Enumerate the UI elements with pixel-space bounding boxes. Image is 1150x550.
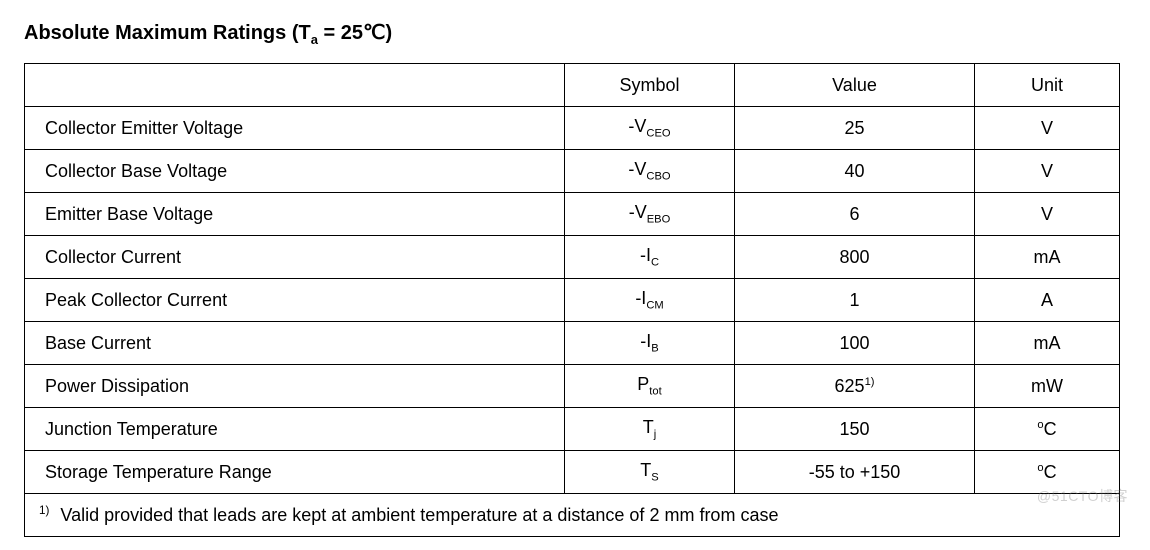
- cell-unit: oC: [975, 408, 1120, 451]
- symbol-subscript: tot: [649, 386, 661, 398]
- symbol-subscript: j: [654, 429, 656, 441]
- symbol-prefix: -V: [629, 202, 647, 222]
- cell-parameter: Base Current: [25, 322, 565, 365]
- table-row: Peak Collector Current-ICM1A: [25, 279, 1120, 322]
- table-row: Collector Emitter Voltage-VCEO25V: [25, 107, 1120, 150]
- footnote-text: Valid provided that leads are kept at am…: [60, 505, 778, 525]
- value-text: 6: [849, 204, 859, 224]
- cell-value: 6251): [735, 365, 975, 408]
- value-text: 150: [839, 419, 869, 439]
- unit-text: V: [1041, 204, 1053, 224]
- cell-value: 800: [735, 236, 975, 279]
- cell-symbol: -VCBO: [565, 150, 735, 193]
- cell-parameter: Peak Collector Current: [25, 279, 565, 322]
- cell-value: 150: [735, 408, 975, 451]
- value-text: 100: [839, 333, 869, 353]
- table-row: Junction TemperatureTj150oC: [25, 408, 1120, 451]
- cell-parameter: Collector Emitter Voltage: [25, 107, 565, 150]
- cell-unit: V: [975, 150, 1120, 193]
- table-row: Collector Current-IC800mA: [25, 236, 1120, 279]
- table-row: Storage Temperature RangeTS-55 to +150oC: [25, 451, 1120, 494]
- symbol-subscript: CBO: [646, 171, 670, 183]
- symbol-prefix: T: [640, 460, 651, 480]
- title-subscript: a: [311, 32, 318, 47]
- symbol-subscript: EBO: [647, 214, 671, 226]
- table-row: Power DissipationPtot6251)mW: [25, 365, 1120, 408]
- symbol-subscript: CM: [646, 300, 663, 312]
- table-header-row: Symbol Value Unit: [25, 64, 1120, 107]
- unit-text: mA: [1034, 333, 1061, 353]
- header-parameter: [25, 64, 565, 107]
- cell-parameter: Emitter Base Voltage: [25, 193, 565, 236]
- cell-value: 100: [735, 322, 975, 365]
- cell-parameter: Junction Temperature: [25, 408, 565, 451]
- value-text: 1: [849, 290, 859, 310]
- table-row: Emitter Base Voltage-VEBO6V: [25, 193, 1120, 236]
- value-text: 625: [835, 376, 865, 396]
- cell-value: 6: [735, 193, 975, 236]
- symbol-prefix: -V: [628, 159, 646, 179]
- symbol-subscript: C: [651, 257, 659, 269]
- unit-text: A: [1041, 290, 1053, 310]
- title-text-tail: = 25℃): [318, 22, 392, 44]
- cell-unit: mA: [975, 236, 1120, 279]
- header-symbol: Symbol: [565, 64, 735, 107]
- unit-text: C: [1044, 462, 1057, 482]
- cell-unit: V: [975, 107, 1120, 150]
- cell-unit: mA: [975, 322, 1120, 365]
- cell-parameter: Collector Base Voltage: [25, 150, 565, 193]
- unit-text: V: [1041, 161, 1053, 181]
- unit-text: mW: [1031, 376, 1063, 396]
- cell-unit: V: [975, 193, 1120, 236]
- cell-value: -55 to +150: [735, 451, 975, 494]
- cell-parameter: Power Dissipation: [25, 365, 565, 408]
- cell-parameter: Storage Temperature Range: [25, 451, 565, 494]
- table-row: Base Current-IB100mA: [25, 322, 1120, 365]
- cell-value: 1: [735, 279, 975, 322]
- value-text: -55 to +150: [809, 462, 901, 482]
- title-text-main: Absolute Maximum Ratings (T: [24, 22, 311, 44]
- symbol-prefix: P: [637, 374, 649, 394]
- unit-text: C: [1044, 419, 1057, 439]
- symbol-prefix: -V: [628, 116, 646, 136]
- symbol-prefix: T: [643, 417, 654, 437]
- symbol-prefix: -I: [640, 245, 651, 265]
- header-value: Value: [735, 64, 975, 107]
- value-text: 40: [844, 161, 864, 181]
- cell-symbol: -VEBO: [565, 193, 735, 236]
- unit-text: mA: [1034, 247, 1061, 267]
- symbol-subscript: B: [651, 343, 658, 355]
- footnote-row: 1) Valid provided that leads are kept at…: [25, 494, 1120, 537]
- cell-symbol: Tj: [565, 408, 735, 451]
- cell-unit: oC: [975, 451, 1120, 494]
- symbol-subscript: CEO: [646, 128, 670, 140]
- ratings-table: Symbol Value Unit Collector Emitter Volt…: [24, 63, 1120, 537]
- cell-unit: A: [975, 279, 1120, 322]
- symbol-subscript: S: [651, 472, 658, 484]
- table-row: Collector Base Voltage-VCBO40V: [25, 150, 1120, 193]
- symbol-prefix: -I: [635, 288, 646, 308]
- cell-parameter: Collector Current: [25, 236, 565, 279]
- value-superscript: 1): [865, 376, 875, 388]
- footnote-marker: 1): [39, 504, 49, 517]
- cell-unit: mW: [975, 365, 1120, 408]
- cell-symbol: -ICM: [565, 279, 735, 322]
- cell-symbol: -VCEO: [565, 107, 735, 150]
- section-title: Absolute Maximum Ratings (Ta = 25℃): [24, 20, 1126, 47]
- value-text: 25: [844, 118, 864, 138]
- cell-symbol: Ptot: [565, 365, 735, 408]
- header-unit: Unit: [975, 64, 1120, 107]
- cell-symbol: TS: [565, 451, 735, 494]
- cell-symbol: -IB: [565, 322, 735, 365]
- cell-symbol: -IC: [565, 236, 735, 279]
- unit-text: V: [1041, 118, 1053, 138]
- cell-value: 25: [735, 107, 975, 150]
- value-text: 800: [839, 247, 869, 267]
- cell-value: 40: [735, 150, 975, 193]
- symbol-prefix: -I: [640, 331, 651, 351]
